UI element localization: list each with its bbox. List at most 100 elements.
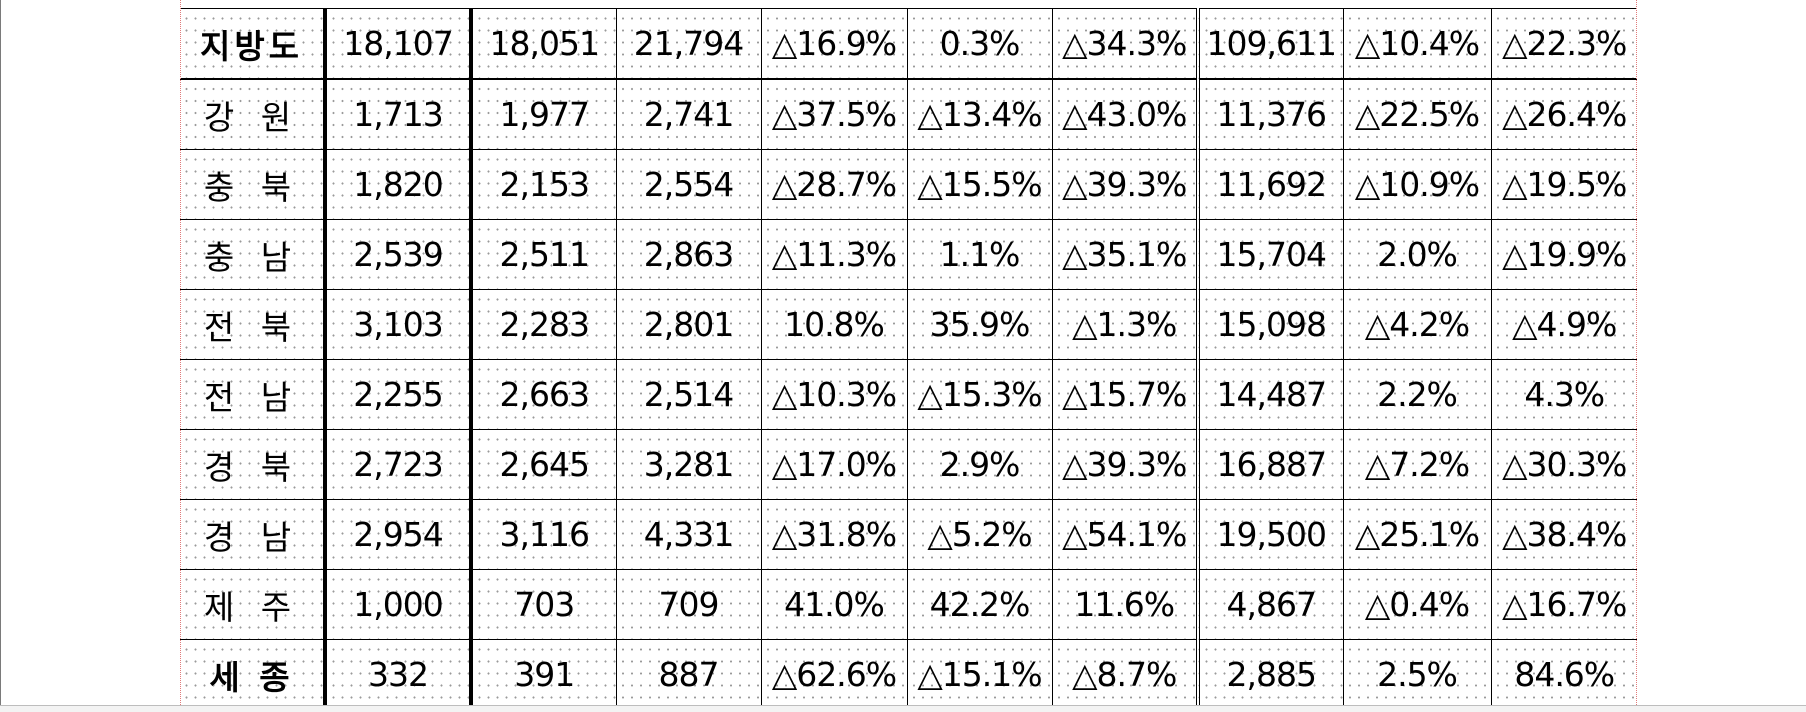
table-cell: 2.0% xyxy=(1342,219,1492,290)
row-label: 강 원 xyxy=(180,78,326,150)
table-cell: 2,723 xyxy=(323,429,473,500)
table-cell: 14,487 xyxy=(1196,359,1344,430)
table-cell: 709 xyxy=(615,569,762,640)
table-cell: 2,645 xyxy=(470,429,617,500)
table-cell: △8.7% xyxy=(1051,639,1199,712)
table-cell: 887 xyxy=(615,639,762,712)
table-cell: 41.0% xyxy=(760,569,908,640)
row-label: 충 북 xyxy=(180,149,326,220)
table-cell: △26.4% xyxy=(1490,78,1637,150)
table-cell: 35.9% xyxy=(906,289,1053,360)
table-cell: △34.3% xyxy=(1051,8,1199,80)
table-cell: △7.2% xyxy=(1342,429,1492,500)
table-cell: △15.7% xyxy=(1051,359,1199,430)
table-row: 경 북 2,723 2,645 3,281 △17.0% 2.9% △39.3% 16,887… xyxy=(180,429,1637,500)
table-cell: △17.0% xyxy=(760,429,908,500)
row-label: 전 북 xyxy=(180,289,326,360)
row-label: 지방도 xyxy=(180,8,326,80)
row-label: 전 남 xyxy=(180,359,326,430)
table-cell: △15.5% xyxy=(906,149,1053,220)
table-cell: △19.9% xyxy=(1490,219,1637,290)
table-cell: 2,283 xyxy=(470,289,617,360)
table-cell: △39.3% xyxy=(1051,149,1199,220)
table-cell: 11,376 xyxy=(1196,78,1344,150)
table-cell: 2,539 xyxy=(323,219,473,290)
table-cell: 21,794 xyxy=(615,8,762,80)
table-cell: △38.4% xyxy=(1490,499,1637,570)
table-cell: 10.8% xyxy=(760,289,908,360)
table-cell: △31.8% xyxy=(760,499,908,570)
table-row: 강 원 1,713 1,977 2,741 △37.5% △13.4% △43.0% 11,3… xyxy=(180,78,1637,150)
table-row: 충 북 1,820 2,153 2,554 △28.7% △15.5% △39.3% 11,6… xyxy=(180,149,1637,220)
table-cell: △37.5% xyxy=(760,78,908,150)
table-body: 지방도 18,107 18,051 21,794 △16.9% 0.3% △34.3% 109… xyxy=(180,8,1637,712)
table-cell: △43.0% xyxy=(1051,78,1199,150)
table-cell: △19.5% xyxy=(1490,149,1637,220)
table-row: 세 종 332 391 887 △62.6% △15.1% △8.7% 2,885 2.5% 84… xyxy=(180,639,1637,712)
table-row: 전 북 3,103 2,283 2,801 10.8% 35.9% △1.3% 15,098 △… xyxy=(180,289,1637,360)
table-row: 충 남 2,539 2,511 2,863 △11.3% 1.1% △35.1% 15,704… xyxy=(180,219,1637,290)
table-cell: △25.1% xyxy=(1342,499,1492,570)
table-cell: 2,255 xyxy=(323,359,473,430)
table-row: 전 남 2,255 2,663 2,514 △10.3% △15.3% △15.7% 14,4… xyxy=(180,359,1637,430)
table-cell: △39.3% xyxy=(1051,429,1199,500)
table-cell: △1.3% xyxy=(1051,289,1199,360)
table-cell: 3,103 xyxy=(323,289,473,360)
table-cell: △11.3% xyxy=(760,219,908,290)
table-cell: 16,887 xyxy=(1196,429,1344,500)
document-sheet: 지방도 18,107 18,051 21,794 △16.9% 0.3% △34.3% 109… xyxy=(180,0,1637,712)
table-cell: 2,663 xyxy=(470,359,617,430)
row-label: 제 주 xyxy=(180,569,326,640)
table-cell: 19,500 xyxy=(1196,499,1344,570)
table-cell: 3,116 xyxy=(470,499,617,570)
table-cell: △13.4% xyxy=(906,78,1053,150)
table-cell: 2.9% xyxy=(906,429,1053,500)
table-cell: 2,153 xyxy=(470,149,617,220)
table-cell: △22.3% xyxy=(1490,8,1637,80)
table-cell: △62.6% xyxy=(760,639,908,712)
row-label: 경 북 xyxy=(180,429,326,500)
table-cell: 3,281 xyxy=(615,429,762,500)
table-cell: 18,051 xyxy=(470,8,617,80)
table-cell: △30.3% xyxy=(1490,429,1637,500)
table-cell: 109,611 xyxy=(1196,8,1344,80)
table-row: 지방도 18,107 18,051 21,794 △16.9% 0.3% △34.3% 109… xyxy=(180,8,1637,80)
table-row: 경 남 2,954 3,116 4,331 △31.8% △5.2% △54.1% 19,50… xyxy=(180,499,1637,570)
table-cell: 18,107 xyxy=(323,8,473,80)
page-guide-left xyxy=(180,0,181,705)
table-cell: 15,704 xyxy=(1196,219,1344,290)
table-cell: 4.3% xyxy=(1490,359,1637,430)
table-cell: 391 xyxy=(470,639,617,712)
table-cell: △22.5% xyxy=(1342,78,1492,150)
table-cell: 4,331 xyxy=(615,499,762,570)
table-cell: 2,741 xyxy=(615,78,762,150)
table-cell: 15,098 xyxy=(1196,289,1344,360)
table-cell: △28.7% xyxy=(760,149,908,220)
table-cell: △16.7% xyxy=(1490,569,1637,640)
table-cell: 2,954 xyxy=(323,499,473,570)
table-cell: △5.2% xyxy=(906,499,1053,570)
table-cell: 1.1% xyxy=(906,219,1053,290)
table-cell: 2,511 xyxy=(470,219,617,290)
table-cell: 2,863 xyxy=(615,219,762,290)
table-cell: 11.6% xyxy=(1051,569,1199,640)
table-cell: 42.2% xyxy=(906,569,1053,640)
table-cell: △4.2% xyxy=(1342,289,1492,360)
table-cell: 1,713 xyxy=(323,78,473,150)
table-cell: △10.9% xyxy=(1342,149,1492,220)
table-cell: △10.3% xyxy=(760,359,908,430)
table-cell: 1,000 xyxy=(323,569,473,640)
table-cell: 1,820 xyxy=(323,149,473,220)
table-cell: 2.5% xyxy=(1342,639,1492,712)
table-cell: 11,692 xyxy=(1196,149,1344,220)
table-cell: △0.4% xyxy=(1342,569,1492,640)
table-cell: △15.1% xyxy=(906,639,1053,712)
table-cell: △54.1% xyxy=(1051,499,1199,570)
table-cell: 2,514 xyxy=(615,359,762,430)
table-cell: 84.6% xyxy=(1490,639,1637,712)
row-label: 세 종 xyxy=(180,639,326,712)
table-cell: 2,554 xyxy=(615,149,762,220)
region-statistics-table: 지방도 18,107 18,051 21,794 △16.9% 0.3% △34.3% 109… xyxy=(180,8,1637,712)
table-cell: △10.4% xyxy=(1342,8,1492,80)
table-cell: △16.9% xyxy=(760,8,908,80)
